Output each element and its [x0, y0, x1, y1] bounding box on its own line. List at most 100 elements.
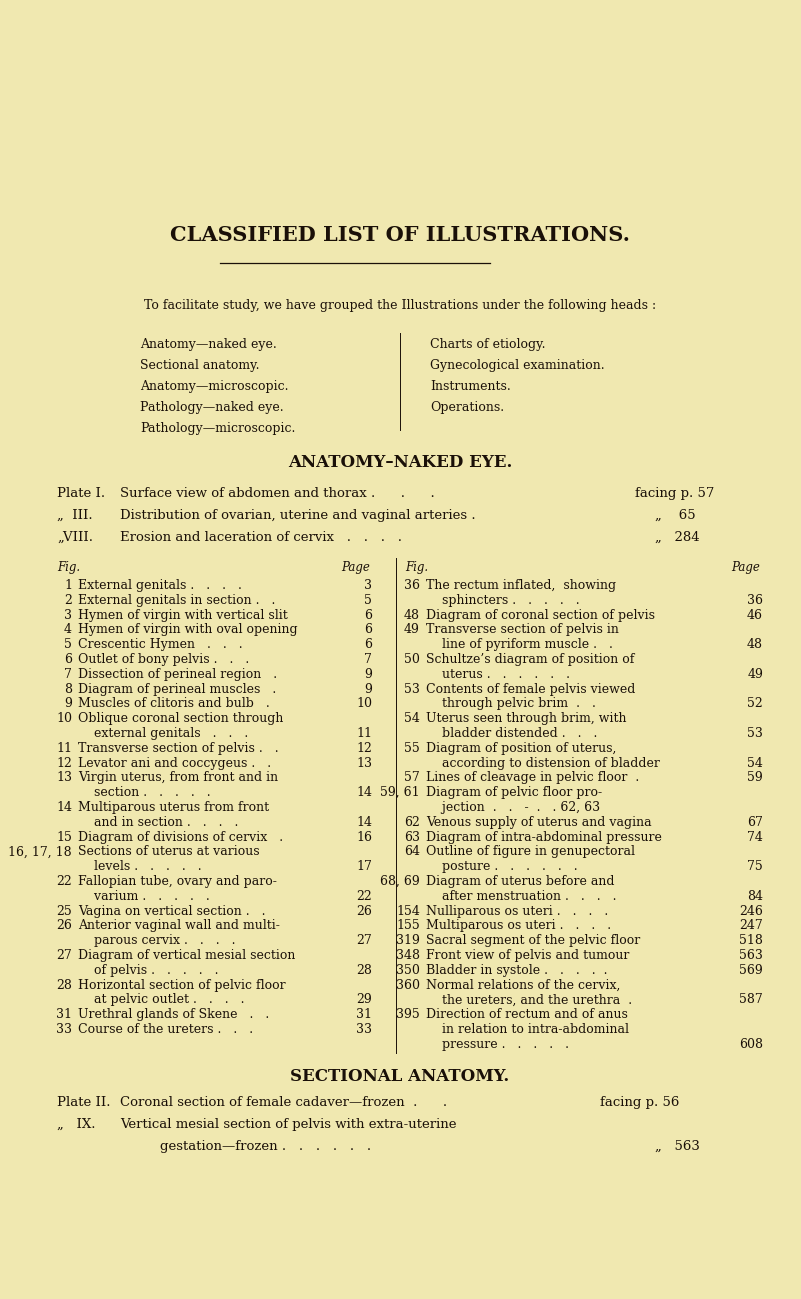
Text: Diagram of divisions of cervix   .: Diagram of divisions of cervix .	[78, 830, 283, 843]
Text: 395: 395	[396, 1008, 420, 1021]
Text: and in section .   .   .   .: and in section . . . .	[78, 816, 239, 829]
Text: Normal relations of the cervix,: Normal relations of the cervix,	[426, 978, 621, 991]
Text: 348: 348	[396, 950, 420, 963]
Text: Pathology—naked eye.: Pathology—naked eye.	[140, 401, 284, 414]
Text: Diagram of coronal section of pelvis: Diagram of coronal section of pelvis	[426, 609, 655, 622]
Text: 6: 6	[364, 624, 372, 637]
Text: Dissection of perineal region   .: Dissection of perineal region .	[78, 668, 277, 681]
Text: External genitals .   .   .   .: External genitals . . . .	[78, 579, 242, 592]
Text: 12: 12	[56, 756, 72, 769]
Text: posture .   .   .   .   .   .: posture . . . . . .	[426, 860, 578, 873]
Text: 63: 63	[404, 830, 420, 843]
Text: 22: 22	[356, 890, 372, 903]
Text: 68, 69: 68, 69	[380, 876, 420, 889]
Text: 3: 3	[364, 579, 372, 592]
Text: Sectional anatomy.: Sectional anatomy.	[140, 359, 260, 372]
Text: Sections of uterus at various: Sections of uterus at various	[78, 846, 260, 859]
Text: Contents of female pelvis viewed: Contents of female pelvis viewed	[426, 682, 635, 695]
Text: Oblique coronal section through: Oblique coronal section through	[78, 712, 284, 725]
Text: 9: 9	[364, 668, 372, 681]
Text: 7: 7	[364, 653, 372, 666]
Text: „  III.: „ III.	[57, 509, 93, 522]
Text: 5: 5	[64, 638, 72, 651]
Text: 74: 74	[747, 830, 763, 843]
Text: Venous supply of uterus and vagina: Venous supply of uterus and vagina	[426, 816, 652, 829]
Text: CLASSIFIED LIST OF ILLUSTRATIONS.: CLASSIFIED LIST OF ILLUSTRATIONS.	[170, 225, 630, 246]
Text: Diagram of intra-abdominal pressure: Diagram of intra-abdominal pressure	[426, 830, 662, 843]
Text: Distribution of ovarian, uterine and vaginal arteries .: Distribution of ovarian, uterine and vag…	[120, 509, 476, 522]
Text: Diagram of perineal muscles   .: Diagram of perineal muscles .	[78, 682, 276, 695]
Text: Fig.: Fig.	[57, 561, 80, 574]
Text: Crescentic Hymen   .   .   .: Crescentic Hymen . . .	[78, 638, 243, 651]
Text: Levator ani and coccygeus .   .: Levator ani and coccygeus . .	[78, 756, 271, 769]
Text: Outline of figure in genupectoral: Outline of figure in genupectoral	[426, 846, 635, 859]
Text: 16, 17, 18: 16, 17, 18	[8, 846, 72, 859]
Text: Diagram of position of uterus,: Diagram of position of uterus,	[426, 742, 617, 755]
Text: of pelvis .   .   .   .   .: of pelvis . . . . .	[78, 964, 219, 977]
Text: varium .   .   .   .   .: varium . . . . .	[78, 890, 210, 903]
Text: 1: 1	[64, 579, 72, 592]
Text: 11: 11	[356, 727, 372, 740]
Text: 36: 36	[404, 579, 420, 592]
Text: External genitals in section .   .: External genitals in section . .	[78, 594, 276, 607]
Text: after menstruation .   .   .   .: after menstruation . . . .	[426, 890, 617, 903]
Text: 7: 7	[64, 668, 72, 681]
Text: 28: 28	[56, 978, 72, 991]
Text: Transverse section of pelvis .   .: Transverse section of pelvis . .	[78, 742, 279, 755]
Text: 28: 28	[356, 964, 372, 977]
Text: To facilitate study, we have grouped the Illustrations under the following heads: To facilitate study, we have grouped the…	[144, 299, 656, 312]
Text: ANATOMY–NAKED EYE.: ANATOMY–NAKED EYE.	[288, 453, 512, 470]
Text: through pelvic brim  .   .: through pelvic brim . .	[426, 698, 596, 711]
Text: 14: 14	[56, 801, 72, 814]
Text: Virgin uterus, from front and in: Virgin uterus, from front and in	[78, 772, 278, 785]
Text: „   IX.: „ IX.	[57, 1117, 95, 1130]
Text: 49: 49	[405, 624, 420, 637]
Text: 6: 6	[364, 609, 372, 622]
Text: Anterior vaginal wall and multi-: Anterior vaginal wall and multi-	[78, 920, 280, 933]
Text: Hymen of virgin with vertical slit: Hymen of virgin with vertical slit	[78, 609, 288, 622]
Text: SECTIONAL ANATOMY.: SECTIONAL ANATOMY.	[291, 1068, 509, 1085]
Text: parous cervix .   .   .   .: parous cervix . . . .	[78, 934, 235, 947]
Text: line of pyriform muscle .   .: line of pyriform muscle . .	[426, 638, 613, 651]
Text: gestation—frozen .   .   .   .   .   .: gestation—frozen . . . . . .	[160, 1139, 371, 1152]
Text: Muscles of clitoris and bulb   .: Muscles of clitoris and bulb .	[78, 698, 270, 711]
Text: Pathology—microscopic.: Pathology—microscopic.	[140, 422, 296, 435]
Text: Front view of pelvis and tumour: Front view of pelvis and tumour	[426, 950, 630, 963]
Text: 62: 62	[405, 816, 420, 829]
Text: Schultze’s diagram of position of: Schultze’s diagram of position of	[426, 653, 634, 666]
Text: 13: 13	[56, 772, 72, 785]
Text: Sacral segment of the pelvic floor: Sacral segment of the pelvic floor	[426, 934, 640, 947]
Text: 22: 22	[56, 876, 72, 889]
Text: Course of the ureters .   .   .: Course of the ureters . . .	[78, 1024, 253, 1037]
Text: Direction of rectum and of anus: Direction of rectum and of anus	[426, 1008, 628, 1021]
Text: Multiparous uterus from front: Multiparous uterus from front	[78, 801, 269, 814]
Text: „VIII.: „VIII.	[57, 531, 93, 544]
Text: Instruments.: Instruments.	[430, 381, 511, 394]
Text: Fig.: Fig.	[405, 561, 428, 574]
Text: 67: 67	[747, 816, 763, 829]
Text: at pelvic outlet .   .   .   .: at pelvic outlet . . . .	[78, 994, 244, 1007]
Text: Diagram of pelvic floor pro-: Diagram of pelvic floor pro-	[426, 786, 602, 799]
Text: Multiparous os uteri .   .   .   .: Multiparous os uteri . . . .	[426, 920, 611, 933]
Text: 9: 9	[364, 682, 372, 695]
Text: Horizontal section of pelvic floor: Horizontal section of pelvic floor	[78, 978, 286, 991]
Text: 59: 59	[747, 772, 763, 785]
Text: The rectum inflated,  showing: The rectum inflated, showing	[426, 579, 616, 592]
Text: Surface view of abdomen and thorax .      .      .: Surface view of abdomen and thorax . . .	[120, 487, 435, 500]
Text: Vagina on vertical section .   .: Vagina on vertical section . .	[78, 904, 265, 917]
Text: 54: 54	[747, 756, 763, 769]
Text: Anatomy—naked eye.: Anatomy—naked eye.	[140, 338, 277, 351]
Text: external genitals   .   .   .: external genitals . . .	[78, 727, 248, 740]
Text: the ureters, and the urethra  .: the ureters, and the urethra .	[426, 994, 632, 1007]
Text: 17: 17	[356, 860, 372, 873]
Text: Gynecological examination.: Gynecological examination.	[430, 359, 605, 372]
Text: 518: 518	[739, 934, 763, 947]
Text: 31: 31	[56, 1008, 72, 1021]
Text: 6: 6	[64, 653, 72, 666]
Text: Vertical mesial section of pelvis with extra-uterine: Vertical mesial section of pelvis with e…	[120, 1117, 457, 1130]
Text: „   284: „ 284	[655, 531, 699, 544]
Text: 53: 53	[405, 682, 420, 695]
Text: Uterus seen through brim, with: Uterus seen through brim, with	[426, 712, 626, 725]
Text: 57: 57	[405, 772, 420, 785]
Text: 49: 49	[747, 668, 763, 681]
